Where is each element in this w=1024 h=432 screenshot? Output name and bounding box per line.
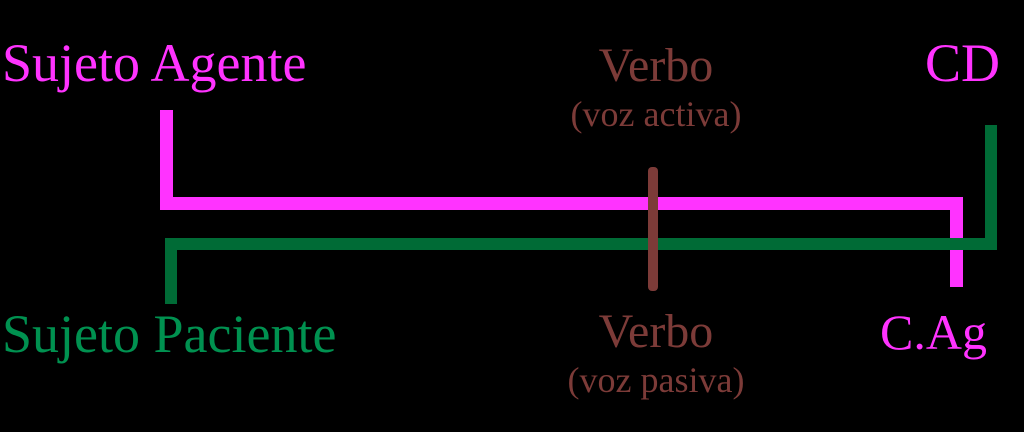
active-verb-label: Verbo [598,39,714,92]
green-left-vertical-connector [165,238,177,304]
active-verb-block: Verbo (voz activa) [511,39,801,134]
magenta-horizontal-connector [160,197,963,210]
verb-vertical-connector [648,167,658,291]
passive-verb-label: Verbo [598,305,714,358]
active-verb-sublabel: (voz activa) [570,94,742,134]
passive-verb-sublabel: (voz pasiva) [567,360,745,400]
passive-agent-complement-label: C.Ag [880,304,987,360]
green-right-vertical-connector [985,125,997,250]
green-horizontal-connector [165,238,997,250]
passive-verb-block: Verbo (voz pasiva) [511,305,801,400]
active-object-label: CD [925,33,1001,93]
passive-subject-label: Sujeto Paciente [2,304,337,364]
magenta-left-vertical-connector [160,110,173,210]
active-subject-label: Sujeto Agente [2,33,307,93]
